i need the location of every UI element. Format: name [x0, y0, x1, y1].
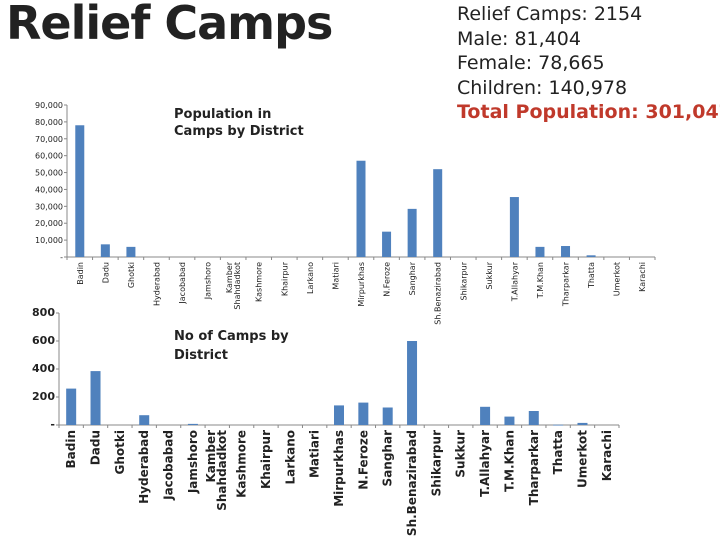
- camps-category-label: T.M.Khan: [502, 430, 516, 492]
- camps-ytick-label: -: [50, 418, 55, 431]
- population-ytick-label: 40,000: [35, 185, 63, 194]
- population-category-label: Larkano: [306, 262, 315, 294]
- population-bar: [100, 244, 110, 257]
- camps-bar: [577, 422, 588, 425]
- population-category-label: Hyderabad: [152, 262, 161, 306]
- population-category-label: Khairpur: [280, 261, 289, 296]
- population-chart-title: Population in Camps by District: [174, 107, 304, 139]
- population-category-label: Sh.Benazirabad: [434, 262, 443, 325]
- camps-category-label: KamberShahdadkot: [204, 430, 229, 511]
- camps-category-label: Umerkot: [575, 430, 589, 488]
- camps-category-label: N.Feroze: [356, 430, 370, 490]
- camps-bar: [528, 411, 539, 425]
- population-category-label: KamberShahdadkot: [225, 261, 242, 309]
- population-category-label: Umerkot: [613, 262, 622, 296]
- camps-bar: [334, 405, 344, 425]
- population-ytick-label: 50,000: [35, 169, 63, 178]
- population-bar: [509, 197, 519, 257]
- population-ytick-label: 20,000: [35, 219, 63, 228]
- camps-category-label: Jacobabad: [162, 430, 176, 501]
- camps-category-label: Karachi: [600, 430, 614, 481]
- camps-category-label: Hyderabad: [137, 430, 151, 504]
- camps-chart-title: No of Camps by District: [174, 329, 289, 363]
- population-bar: [356, 160, 366, 257]
- camps-category-label: Sukkur: [454, 430, 468, 478]
- population-category-label: Tharparkar: [562, 261, 571, 307]
- population-ytick-label: 80,000: [35, 118, 63, 127]
- camps-bar: [504, 416, 515, 425]
- camps-bar: [553, 424, 564, 426]
- population-ytick-label: -: [60, 253, 63, 262]
- camps-category-label: Thatta: [551, 430, 565, 474]
- population-category-label: T.M.Khan: [536, 262, 545, 299]
- population-ytick-label: 30,000: [35, 202, 63, 211]
- camps-category-label: Tharparkar: [527, 430, 541, 505]
- population-category-label: Thatta: [587, 262, 596, 289]
- population-ytick-label: 60,000: [35, 152, 63, 161]
- population-bar: [382, 231, 392, 257]
- camps-bar: [66, 388, 77, 425]
- population-ytick-label: 70,000: [35, 135, 63, 144]
- camps-ytick-label: 200: [32, 390, 55, 403]
- population-category-label: Sukkur: [485, 261, 494, 289]
- population-category-label: Karachi: [638, 262, 647, 292]
- camps-category-label: Badin: [64, 430, 78, 469]
- camps-category-label: Sanghar: [381, 430, 395, 487]
- camps-category-label: Larkano: [283, 430, 297, 485]
- population-category-label: Sanghar: [408, 261, 417, 295]
- camps-category-label: Khairpur: [259, 430, 273, 489]
- camps-category-label: Shikarpur: [429, 430, 443, 496]
- camps-category-label: T.Allahyar: [478, 430, 492, 497]
- camps-bar: [480, 406, 491, 425]
- camps-category-label: Mirpurkhas: [332, 430, 346, 507]
- camps-ytick-label: 600: [32, 334, 55, 347]
- population-category-label: Ghotki: [127, 262, 136, 288]
- population-bar: [75, 125, 85, 258]
- population-category-label: Mirpurkhas: [357, 262, 366, 307]
- summary-camps: Relief Camps: 2154: [457, 3, 643, 25]
- camps-category-label: Matiari: [308, 430, 322, 478]
- camps-category-label: Ghotki: [113, 430, 127, 474]
- population-bar: [433, 169, 443, 257]
- summary-children: Children: 140,978: [457, 76, 628, 99]
- camps-category-label: Dadu: [89, 430, 103, 465]
- camps-bar: [358, 402, 369, 425]
- population-category-label: N.Feroze: [383, 262, 392, 297]
- camps-bar: [407, 341, 418, 425]
- population-category-label: Kashmore: [255, 262, 264, 302]
- summary-total: Total Population: 301,047: [457, 101, 720, 123]
- population-category-label: Shikarpur: [459, 261, 468, 300]
- camps-category-label: Jamshoro: [186, 430, 200, 494]
- population-ytick-label: 90,000: [35, 101, 63, 110]
- summary-panel: Relief Camps: 2154 Male: 81,404 Female: …: [457, 2, 720, 125]
- population-category-label: Jacobabad: [178, 262, 187, 305]
- population-category-label: Dadu: [101, 262, 110, 283]
- camps-bar: [139, 415, 150, 425]
- population-bar: [535, 246, 545, 257]
- summary-male: Male: 81,404: [457, 27, 581, 50]
- camps-bar: [382, 407, 393, 425]
- camps-bar: [90, 371, 101, 425]
- slide-title: Relief Camps: [6, 0, 333, 50]
- population-category-label: Badin: [76, 262, 85, 285]
- camps-ytick-label: 400: [32, 362, 55, 375]
- camps-category-label: Sh.Benazirabad: [405, 430, 419, 536]
- population-category-label: Jamshoro: [204, 262, 213, 300]
- population-category-label: T.Allahyar: [510, 261, 519, 302]
- camps-bar: [187, 423, 198, 425]
- population-bar: [126, 246, 136, 257]
- population-bar: [586, 255, 596, 257]
- summary-female: Female: 78,665: [457, 52, 605, 74]
- population-category-label: Matiari: [331, 262, 340, 290]
- camps-ytick-label: 800: [32, 306, 55, 319]
- population-bar: [407, 208, 417, 257]
- camps-category-label: Kashmore: [235, 430, 249, 498]
- population-bar: [561, 246, 571, 257]
- population-ytick-label: 10,000: [35, 236, 63, 245]
